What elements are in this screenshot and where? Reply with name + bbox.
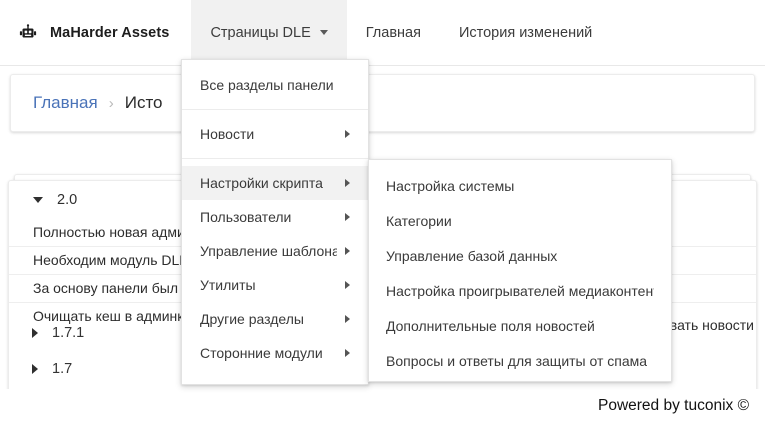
breadcrumb: Главная › Исто bbox=[11, 75, 754, 131]
dropdown-menu-stranicy-dle: Все разделы панели Новости Настройки скр… bbox=[181, 59, 369, 385]
chevron-right-icon bbox=[32, 328, 38, 338]
menu-item-label: Настройка проигрывателей медиаконтента bbox=[386, 282, 654, 299]
version-label: 1.7.1 bbox=[52, 325, 85, 341]
changelog-note-list: Полностью новая админ Необходим модуль D… bbox=[9, 219, 756, 330]
menu-item-label: Пользователи bbox=[200, 209, 292, 225]
menu-item-label: Вопросы и ответы для защиты от спама bbox=[386, 352, 648, 369]
submenu-item-voprosy-i-otvety[interactable]: Вопросы и ответы для защиты от спама bbox=[369, 343, 671, 378]
submenu-item-dopolnitelnye-polya-novostej[interactable]: Дополнительные поля новостей bbox=[369, 308, 671, 343]
nav-item-label: История изменений bbox=[458, 24, 593, 41]
robot-icon bbox=[18, 23, 38, 43]
chevron-right-icon bbox=[345, 213, 350, 221]
version-header-2-0[interactable]: 2.0 bbox=[9, 181, 756, 219]
nav-item-glavnaya[interactable]: Главная bbox=[347, 0, 440, 65]
nav-item-label: Главная bbox=[365, 24, 421, 41]
chevron-right-icon bbox=[345, 281, 350, 289]
version-label: 2.0 bbox=[57, 192, 78, 208]
menu-item-label: Категории bbox=[386, 212, 452, 229]
submenu-item-kategorii[interactable]: Категории bbox=[369, 203, 671, 238]
version-label: 1.7 bbox=[52, 361, 73, 377]
nav-item-stranicy-dle[interactable]: Страницы DLE bbox=[191, 0, 347, 65]
submenu-item-nastrojka-proigryvatelej[interactable]: Настройка проигрывателей медиаконтента bbox=[369, 273, 671, 308]
breadcrumb-link-home[interactable]: Главная bbox=[33, 93, 98, 112]
menu-item-label: Другие разделы bbox=[200, 311, 304, 327]
footer-credit: Powered by tuconix © bbox=[598, 397, 749, 414]
menu-divider bbox=[182, 158, 368, 159]
clipped-note-text: овать новости bbox=[662, 317, 754, 333]
menu-item-drugie-razdely[interactable]: Другие разделы bbox=[182, 302, 368, 336]
footer: Powered by tuconix © bbox=[0, 389, 765, 423]
menu-item-label: Управление базой данных bbox=[386, 247, 558, 264]
version-header-1-7-1[interactable]: 1.7.1 bbox=[8, 316, 757, 350]
menu-item-label: Сторонние модули bbox=[200, 345, 323, 361]
nav-item-label: Страницы DLE bbox=[210, 24, 311, 41]
chevron-right-icon bbox=[345, 179, 350, 187]
menu-item-vse-razdely-paneli[interactable]: Все разделы панели bbox=[182, 68, 368, 102]
menu-item-nastrojki-skripta[interactable]: Настройки скрипта bbox=[182, 166, 368, 200]
menu-item-label: Управление шаблонами bbox=[200, 243, 337, 259]
chevron-right-icon bbox=[32, 364, 38, 374]
chevron-down-icon bbox=[33, 197, 43, 203]
submenu-item-nastrojka-sistemy[interactable]: Настройка системы bbox=[369, 168, 671, 203]
chevron-right-icon bbox=[345, 315, 350, 323]
nav-item-istoriya-izmenenij[interactable]: История изменений bbox=[440, 0, 611, 65]
list-item: Полностью новая админ bbox=[33, 224, 193, 240]
chevron-right-icon bbox=[345, 130, 350, 138]
breadcrumb-card: Главная › Исто bbox=[10, 74, 755, 132]
menu-item-upravlenie-shablonami[interactable]: Управление шаблонами bbox=[182, 234, 368, 268]
menu-item-polzovateli[interactable]: Пользователи bbox=[182, 200, 368, 234]
menu-item-novosti[interactable]: Новости bbox=[182, 117, 368, 151]
menu-item-utility[interactable]: Утилиты bbox=[182, 268, 368, 302]
submenu-item-upravlenie-bazoj-dannyh[interactable]: Управление базой данных bbox=[369, 238, 671, 273]
brand-label: MaHarder Assets bbox=[50, 24, 170, 41]
chevron-down-icon bbox=[319, 30, 328, 35]
menu-item-label: Настройки скрипта bbox=[200, 175, 323, 191]
chevron-right-icon bbox=[345, 349, 350, 357]
brand[interactable]: MaHarder Assets bbox=[18, 23, 191, 43]
menu-item-label: Все разделы панели bbox=[200, 77, 334, 93]
menu-item-label: Утилиты bbox=[200, 277, 256, 293]
top-navbar: MaHarder Assets Страницы DLE Главная Ист… bbox=[0, 0, 765, 66]
menu-divider bbox=[182, 109, 368, 110]
chevron-right-icon bbox=[345, 247, 350, 255]
breadcrumb-separator-icon: › bbox=[108, 94, 114, 112]
menu-item-label: Новости bbox=[200, 126, 255, 142]
menu-item-label: Дополнительные поля новостей bbox=[386, 317, 595, 334]
menu-item-storonnie-moduli[interactable]: Сторонние модули bbox=[182, 336, 368, 370]
menu-item-label: Настройка системы bbox=[386, 177, 515, 194]
version-header-1-7[interactable]: 1.7 bbox=[8, 352, 757, 386]
submenu-nastrojki-skripta: Настройка системы Категории Управление б… bbox=[368, 159, 672, 382]
breadcrumb-current: Исто bbox=[124, 93, 163, 112]
